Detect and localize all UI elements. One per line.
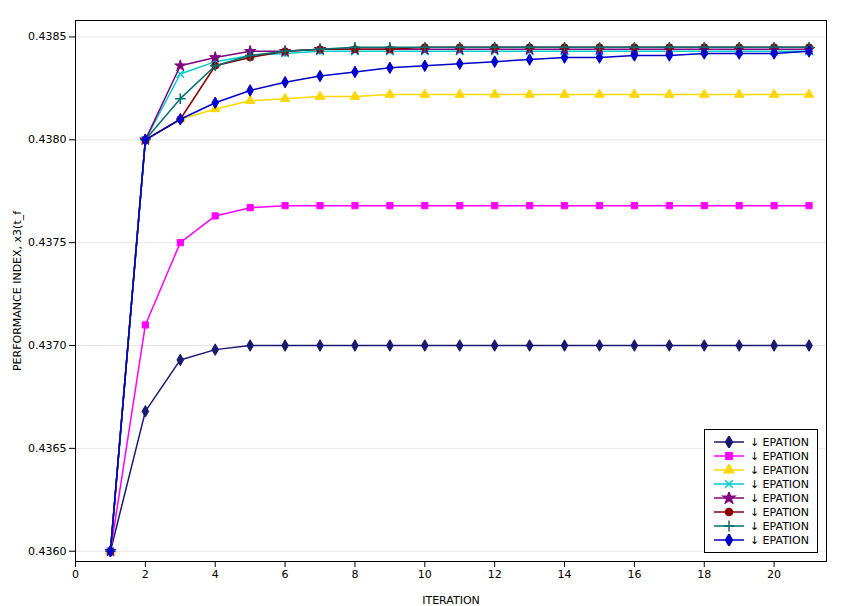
svg-text:8: 8 [351,568,358,581]
html-text:↓ EPATION: ↓ EPATION [749,519,809,533]
svg-text:10: 10 [418,568,432,581]
svg-text:0.4360: 0.4360 [28,545,67,558]
html-text:↓ EPATION: ↓ EPATION [749,435,809,449]
svg-text:6: 6 [282,568,289,581]
svg-text:ITERATION: ITERATION [422,594,480,606]
svg-text:18: 18 [697,568,711,581]
svg-text:12: 12 [488,568,502,581]
svg-text:14: 14 [558,568,572,581]
html-text:↓ EPATION: ↓ EPATION [749,505,809,519]
html-text:↓ EPATION: ↓ EPATION [749,533,809,547]
svg-text:20: 20 [767,568,781,581]
svg-text:4: 4 [212,568,219,581]
svg-text:0: 0 [72,568,79,581]
svg-text:0.4385: 0.4385 [28,30,67,43]
svg-text:PERFORMANCE INDEX, x3(t_f: PERFORMANCE INDEX, x3(t_f [11,210,24,371]
html-text:↓ EPATION: ↓ EPATION [749,463,809,477]
svg-text:2: 2 [142,568,149,581]
svg-text:0.4375: 0.4375 [28,236,67,249]
html-text:↓ EPATION: ↓ EPATION [749,477,809,491]
html-text:↓ EPATION: ↓ EPATION [749,449,809,463]
svg-text:0.4365: 0.4365 [28,442,67,455]
svg-text:0.4380: 0.4380 [28,133,67,146]
svg-text:0.4370: 0.4370 [28,339,67,352]
html-text:↓ EPATION: ↓ EPATION [749,491,809,505]
svg-text:16: 16 [627,568,641,581]
